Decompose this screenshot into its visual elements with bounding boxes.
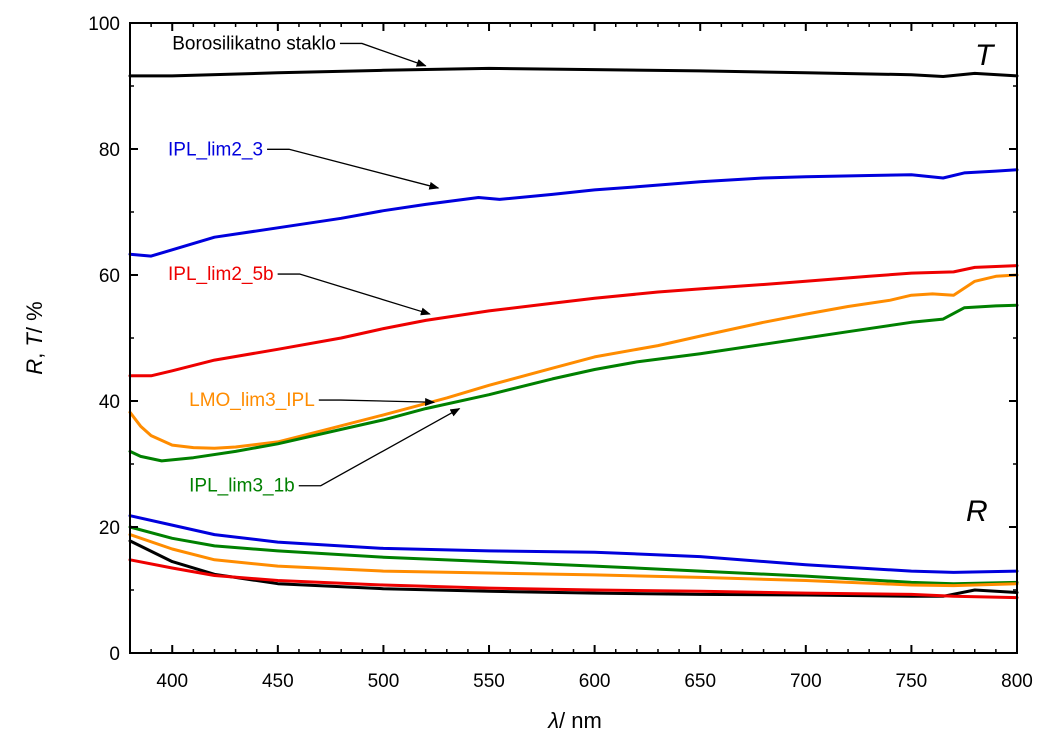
series-line-ipl-lim2-3-r (128, 514, 1019, 574)
series-line-ipl-lim2-3-t (128, 168, 1019, 258)
annotation-label: IPL_lim2_3 (168, 139, 263, 160)
series-line-ipl-lim3-1b-r (128, 525, 1019, 586)
annotation-arrow (339, 42, 427, 67)
annotation-label: IPL_lim3_1b (189, 476, 295, 497)
series-layer (128, 66, 1019, 600)
plot-frame (129, 22, 1018, 654)
x-tick-label: 750 (896, 671, 928, 692)
y-tick-label: 40 (99, 392, 120, 413)
series-line-ipl-lim2-5b-r (128, 558, 1019, 600)
corner-label-T: T (975, 39, 996, 72)
annotation-label: Borosilikatno staklo (172, 33, 336, 54)
y-tick-label: 100 (88, 14, 120, 35)
corner-label-R: R (966, 495, 988, 528)
y-tick-label: 20 (99, 518, 120, 539)
annotation-label: LMO_lim3_IPL (189, 390, 315, 411)
x-tick-label: 450 (262, 671, 294, 692)
ticks-layer: 400 450 500 550 600 650 700 750 800 0 20 40 60 80 100 (88, 14, 1033, 692)
annotation-label: IPL_lim2_5b (168, 264, 274, 285)
annotation-arrow (318, 398, 436, 407)
x-tick-label: 400 (156, 671, 188, 692)
series-line-lmo-lim3-ipl-t (128, 273, 1019, 450)
y-tick-label: 0 (109, 644, 120, 665)
y-tick-label: 60 (99, 266, 120, 287)
series-line-borosilikatno-staklo-t (128, 66, 1019, 78)
x-axis-title: λ/ nm (547, 708, 602, 733)
annotation-arrow (277, 273, 431, 316)
annotation-arrow (298, 407, 461, 487)
x-tick-label: 550 (473, 671, 505, 692)
x-tick-label: 700 (790, 671, 822, 692)
x-tick-label: 650 (684, 671, 716, 692)
y-axis-title: R, T/ % (22, 301, 47, 374)
x-tick-label: 500 (368, 671, 400, 692)
x-tick-label: 600 (579, 671, 611, 692)
series-line-ipl-lim3-1b-t (128, 303, 1019, 463)
annotation-arrow (267, 148, 440, 190)
series-line-lmo-lim3-ipl-r (128, 533, 1019, 588)
series-line-ipl-lim2-5b-t (128, 264, 1019, 378)
y-tick-label: 80 (99, 140, 120, 161)
x-tick-label: 800 (1001, 671, 1033, 692)
annotations-layer: Borosilikatno staklo IPL_lim2_3 IPL_lim2_5… (168, 33, 461, 497)
